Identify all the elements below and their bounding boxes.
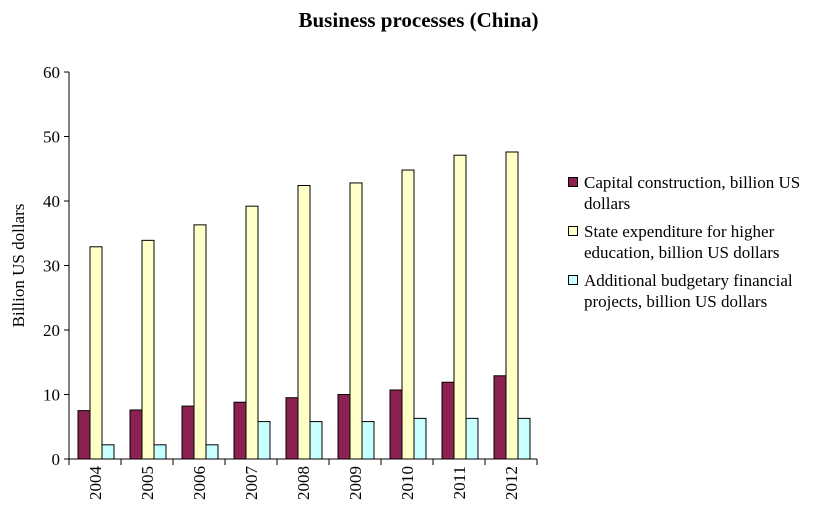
y-tick-label: 10	[43, 386, 60, 405]
bar	[517, 417, 531, 460]
legend-label-capital-construction: Capital construction, billion US dollars	[584, 173, 801, 213]
x-tick-label: 2004	[86, 466, 105, 501]
y-axis-label: Billion US dollars	[9, 204, 28, 328]
legend-swatch-higher-education	[568, 226, 578, 236]
x-tick-label: 2006	[190, 466, 209, 500]
y-tick-label: 30	[43, 257, 60, 276]
chart-title: Business processes (China)	[298, 8, 539, 32]
bar	[465, 417, 479, 460]
x-tick-label: 2008	[294, 466, 313, 500]
bar	[309, 421, 323, 460]
y-tick-label: 0	[52, 450, 61, 469]
bar	[89, 246, 103, 460]
y-tick-label: 40	[43, 192, 60, 211]
bar	[129, 409, 143, 460]
bar	[245, 205, 259, 460]
bar	[401, 169, 415, 460]
bar	[285, 397, 299, 460]
bar	[349, 182, 363, 460]
x-tick-label: 2011	[450, 466, 469, 499]
legend-swatch-capital-construction	[568, 177, 578, 187]
x-tick-label: 2010	[398, 466, 417, 500]
legend-swatch-additional-budgetary	[568, 275, 578, 285]
bar	[181, 405, 195, 460]
bar	[153, 444, 167, 460]
y-tick-label: 50	[43, 128, 60, 147]
legend-label-higher-education: State expenditure for higher education, …	[584, 222, 780, 262]
bar	[297, 185, 311, 460]
legend-label-additional-budgetary: Additional budgetary financial projects,…	[584, 271, 793, 311]
x-tick-label: 2012	[502, 466, 521, 500]
bar	[337, 394, 351, 460]
bar	[257, 421, 271, 460]
bar	[141, 239, 155, 460]
y-tick-label: 20	[43, 321, 60, 340]
legend-item-additional-budgetary: Additional budgetary financial projects,…	[568, 270, 836, 312]
bar	[101, 444, 115, 460]
legend-item-higher-education: State expenditure for higher education, …	[568, 221, 836, 263]
bar	[413, 417, 427, 460]
bar	[361, 421, 375, 460]
bar	[77, 410, 91, 460]
bar	[441, 381, 455, 460]
bar	[389, 389, 403, 460]
x-tick-label: 2007	[242, 466, 261, 501]
bar	[493, 375, 507, 460]
x-tick-label: 2009	[346, 466, 365, 500]
bar	[205, 444, 219, 460]
bar	[453, 154, 467, 460]
x-tick-label: 2005	[138, 466, 157, 500]
y-tick-label: 60	[43, 63, 60, 82]
legend: Capital construction, billion US dollars…	[568, 172, 836, 319]
bar	[505, 151, 519, 460]
bar	[233, 401, 247, 460]
bar	[193, 224, 207, 460]
legend-item-capital-construction: Capital construction, billion US dollars	[568, 172, 836, 214]
